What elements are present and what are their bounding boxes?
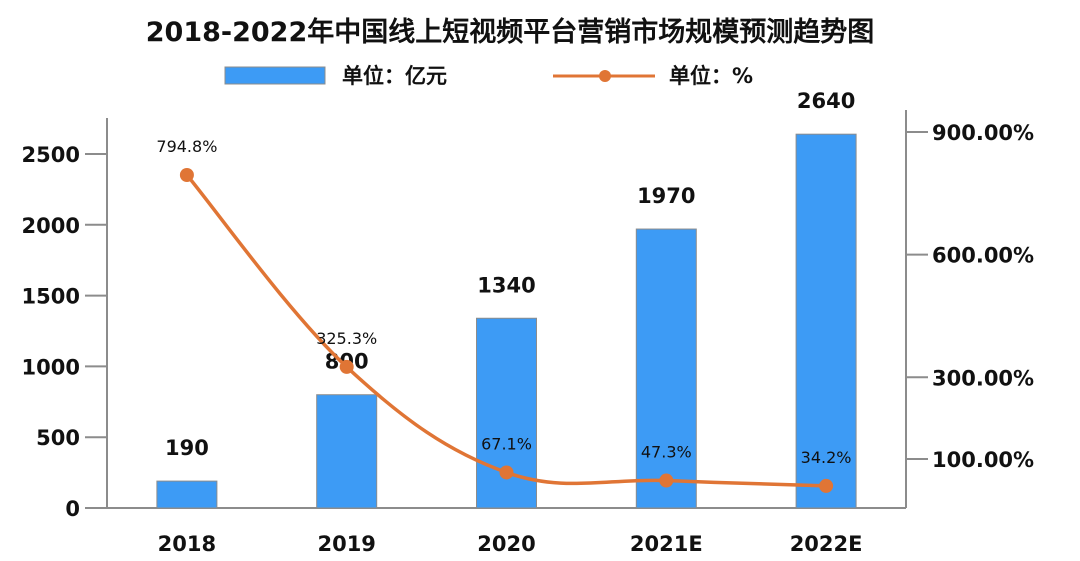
x-tick-label: 2018 [158,532,216,556]
right-axis-ticks: 100.00% 300.00% 600.00% 900.00% [906,121,1034,472]
legend-line-label: 单位：% [669,64,753,88]
x-axis-labels: 2018 2019 2020 2021E 2022E [158,532,863,556]
x-tick-label: 2019 [317,532,375,556]
legend-bar-swatch [224,66,326,85]
line-value-label: 67.1% [481,434,532,453]
x-tick-label: 2021E [630,532,703,556]
left-tick-label: 1500 [22,285,80,309]
bar-value-label: 1970 [637,184,695,208]
x-tick-label: 2022E [790,532,863,556]
right-tick-label: 100.00% [932,448,1034,472]
line-value-label: 794.8% [156,137,217,156]
left-tick-label: 2500 [22,143,80,167]
line-value-label: 325.3% [316,329,377,348]
line-point [339,359,354,374]
line-series: 794.8% 325.3% 67.1% 47.3% 34.2% [156,137,852,493]
chart-title: 2018-2022年中国线上短视频平台营销市场规模预测趋势图 [146,16,875,48]
line-value-label: 34.2% [801,448,852,467]
growth-line [185,173,827,488]
right-tick-label: 600.00% [932,244,1034,268]
bar [795,133,857,509]
bar-value-label: 190 [165,436,209,460]
left-tick-label: 2000 [22,214,80,238]
line-value-label: 47.3% [641,443,692,462]
line-point [659,473,674,488]
right-tick-label: 300.00% [932,366,1034,390]
bar [156,480,218,509]
line-point [179,168,194,183]
bar [635,228,697,509]
bar-value-label: 2640 [797,89,855,113]
left-axis: 0 500 1000 1500 2000 2500 [22,118,108,521]
left-tick-label: 0 [65,497,80,521]
legend: 单位：亿元 单位：% [224,64,753,88]
left-axis-ticks: 0 500 1000 1500 2000 2500 [22,143,107,521]
right-tick-label: 900.00% [932,121,1034,145]
x-tick-label: 2020 [477,532,535,556]
legend-bar-label: 单位：亿元 [342,64,447,88]
right-axis: 100.00% 300.00% 600.00% 900.00% [905,110,1034,508]
legend-line-marker [599,70,611,82]
left-tick-label: 500 [36,426,80,450]
line-point [499,465,514,480]
left-tick-label: 1000 [22,355,80,379]
line-point [819,478,834,493]
bar [316,394,378,509]
bar-value-label: 1340 [477,273,535,297]
